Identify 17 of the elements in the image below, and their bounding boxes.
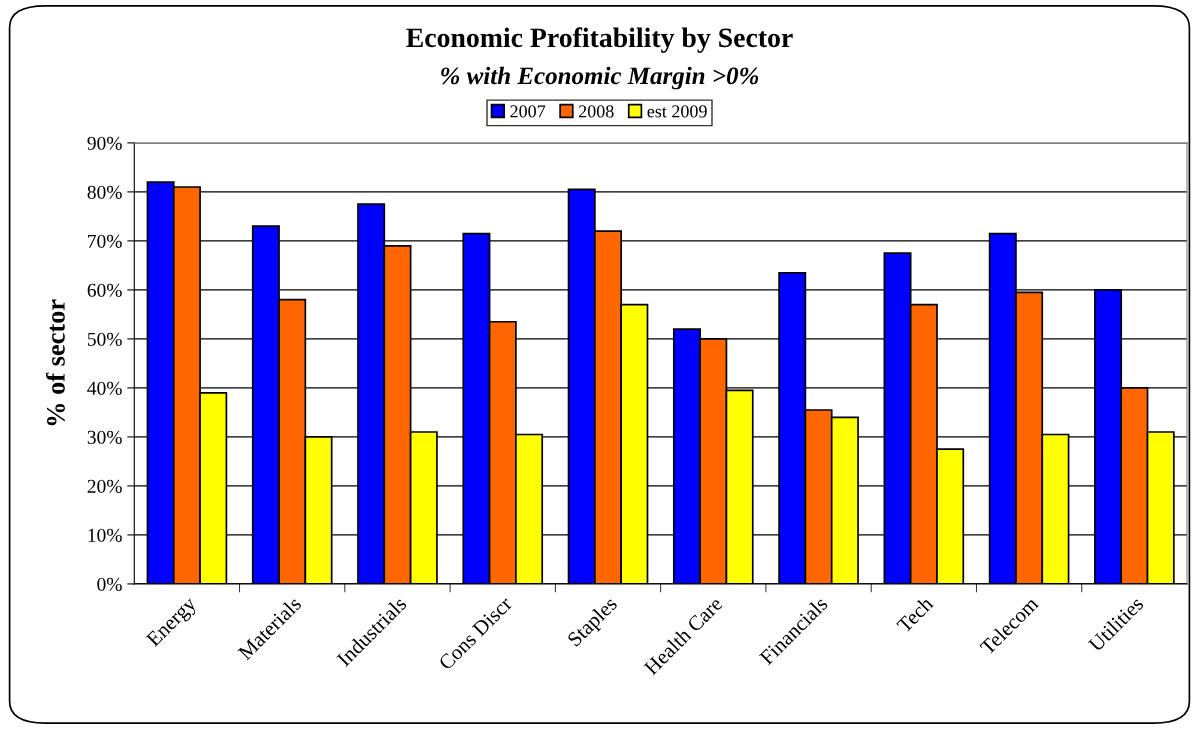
y-tick-label: 30%	[87, 430, 122, 444]
legend-label: 2008	[578, 105, 614, 118]
legend-label: 2007	[510, 105, 546, 118]
legend-label: est 2009	[647, 105, 707, 118]
x-tick-label: Tech	[895, 595, 934, 634]
y-tick-label: 90%	[87, 136, 122, 150]
y-tick-label: 40%	[87, 381, 122, 395]
chart-title: Economic Profitability by Sector	[406, 27, 793, 53]
y-tick-label: 80%	[87, 185, 122, 199]
y-tick-label: 0%	[97, 577, 122, 591]
y-tick-label: 70%	[88, 234, 122, 248]
y-tick-label: 60%	[87, 283, 122, 297]
y-axis-title: % of sector	[45, 299, 65, 426]
y-tick-label: 10%	[88, 528, 122, 542]
chart-subtitle: % with Economic Margin >0%	[441, 66, 759, 90]
y-tick-label: 20%	[87, 479, 122, 493]
y-tick-label: 50%	[87, 332, 122, 346]
